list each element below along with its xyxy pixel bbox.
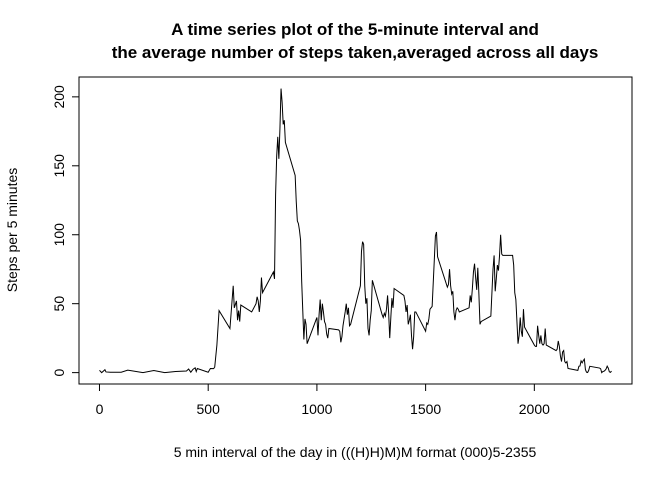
x-tick-label: 500 [197,401,221,417]
y-tick-label: 100 [51,223,67,247]
y-tick-label: 0 [51,369,67,377]
chart-title: A time series plot of the 5-minute inter… [171,20,539,39]
plot-box [78,76,633,385]
y-tick-label: 200 [51,85,67,109]
y-tick-label: 150 [51,154,67,178]
chart-title: the average number of steps taken,averag… [112,43,599,62]
x-axis-label: 5 min interval of the day in (((H)H)M)M … [174,444,537,460]
x-tick-label: 1000 [301,401,332,417]
x-tick-label: 2000 [519,401,550,417]
x-tick-label: 0 [96,401,104,417]
data-line [99,88,612,374]
y-axis-label: Steps per 5 minutes [4,168,20,293]
y-tick-label: 50 [51,296,67,312]
x-tick-label: 1500 [410,401,441,417]
